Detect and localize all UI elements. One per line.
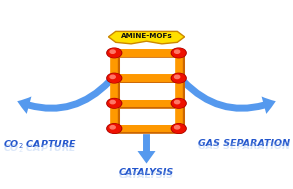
Circle shape xyxy=(171,124,186,133)
Circle shape xyxy=(110,50,115,53)
Circle shape xyxy=(172,124,185,133)
Circle shape xyxy=(175,100,180,104)
Circle shape xyxy=(108,74,121,82)
Text: GAS SEPARATION: GAS SEPARATION xyxy=(198,142,290,151)
Circle shape xyxy=(175,126,180,129)
Text: GAS SEPARATION: GAS SEPARATION xyxy=(198,139,290,148)
Circle shape xyxy=(175,50,180,53)
Circle shape xyxy=(171,98,186,108)
Circle shape xyxy=(110,126,115,129)
Polygon shape xyxy=(108,31,185,44)
Circle shape xyxy=(108,124,121,133)
Text: CO$_2$ CAPTURE: CO$_2$ CAPTURE xyxy=(3,139,77,151)
Circle shape xyxy=(107,98,122,108)
Text: CO$_2$ CAPTURE: CO$_2$ CAPTURE xyxy=(3,142,77,155)
Circle shape xyxy=(108,49,121,57)
Circle shape xyxy=(172,99,185,108)
Circle shape xyxy=(171,73,186,83)
FancyArrowPatch shape xyxy=(17,79,112,114)
Circle shape xyxy=(175,75,180,79)
Circle shape xyxy=(107,73,122,83)
FancyArrowPatch shape xyxy=(181,79,276,114)
Circle shape xyxy=(172,49,185,57)
Circle shape xyxy=(110,100,115,104)
Circle shape xyxy=(107,124,122,133)
Circle shape xyxy=(108,99,121,108)
Circle shape xyxy=(171,48,186,58)
Circle shape xyxy=(107,48,122,58)
Text: CATALYSIS: CATALYSIS xyxy=(119,171,174,180)
Circle shape xyxy=(172,74,185,82)
Circle shape xyxy=(110,75,115,79)
FancyArrowPatch shape xyxy=(137,134,156,163)
Text: CATALYSIS: CATALYSIS xyxy=(119,168,174,177)
Text: AMINE-MOFs: AMINE-MOFs xyxy=(121,33,172,39)
